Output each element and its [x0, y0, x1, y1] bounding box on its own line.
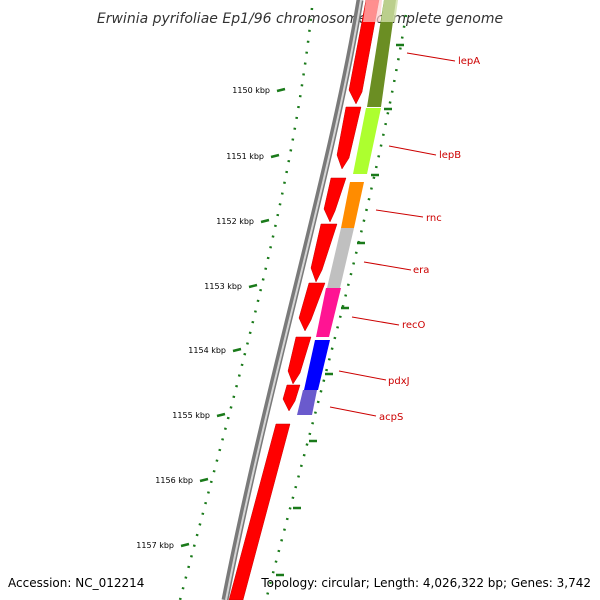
gene-label-lepB[interactable]: lepB [439, 150, 461, 161]
gene-label-recO[interactable]: recO [402, 320, 426, 331]
reverse-gene-3[interactable] [323, 177, 347, 223]
gene-label-pdxJ[interactable]: pdxJ [388, 376, 410, 387]
kbp-tick [276, 87, 286, 93]
kbp-tick [248, 283, 258, 289]
kbp-tick-label: 1157 kbp [136, 541, 174, 550]
reverse-gene-6[interactable] [287, 336, 312, 385]
gene-leader-line [351, 316, 400, 326]
gene-leader-line [329, 406, 377, 417]
kbp-ruler: 1150 kbp 1151 kbp 1152 kbp 1153 kbp 1154 kbp… [136, 86, 286, 550]
reverse-strand-genes [228, 0, 380, 600]
reverse-gene-1[interactable] [348, 0, 380, 105]
gene-era[interactable] [327, 228, 354, 288]
gene-rnc[interactable] [341, 182, 364, 228]
gene-label-rnc[interactable]: rnc [426, 213, 442, 224]
gene-recO[interactable] [316, 288, 341, 337]
kbp-tick-label: 1152 kbp [216, 217, 254, 226]
chromosome-backbone-highlight [225, 0, 362, 600]
kbp-tick [216, 412, 226, 418]
kbp-tick [232, 347, 242, 353]
genome-summary-text: Topology: circular; Length: 4,026,322 bp… [260, 576, 591, 590]
kbp-tick-label: 1153 kbp [204, 282, 242, 291]
kbp-tick-label: 1156 kbp [155, 476, 193, 485]
reverse-gene-5[interactable] [298, 282, 326, 332]
gene-leader-line [338, 370, 387, 381]
inner-ruler-ticks [276, 43, 404, 577]
gene-fade-top [363, 0, 382, 22]
reverse-gene-2[interactable] [336, 106, 362, 170]
gene-leader-line [363, 261, 412, 271]
kbp-tick-label: 1154 kbp [188, 346, 226, 355]
gene-acpS[interactable] [297, 390, 317, 415]
gene-leader-line [406, 52, 456, 62]
map-title: Erwinia pyrifoliae Ep1/96 chromosome, co… [97, 11, 503, 27]
gene-lepA[interactable] [367, 0, 396, 107]
kbp-tick [180, 542, 190, 548]
kbp-tick [199, 477, 209, 483]
gene-fade-top-right [381, 0, 398, 22]
kbp-tick [270, 153, 280, 159]
gene-label-lepA[interactable]: lepA [458, 56, 480, 67]
forward-strand-genes [297, 0, 398, 415]
gene-labels: lepA lepB rnc era recO pdxJ acpS [329, 52, 480, 423]
reverse-gene-7[interactable] [282, 384, 301, 412]
gene-lepB[interactable] [353, 108, 381, 174]
gene-pdxJ[interactable] [304, 340, 330, 390]
gene-leader-line [375, 209, 424, 218]
gene-label-acpS[interactable]: acpS [379, 412, 403, 423]
kbp-tick-label: 1151 kbp [226, 152, 264, 161]
reverse-gene-8[interactable] [228, 423, 291, 600]
outer-dotted-ruler [178, 7, 314, 600]
reverse-gene-4[interactable] [310, 223, 338, 283]
kbp-tick-label: 1150 kbp [232, 86, 270, 95]
kbp-tick [260, 218, 270, 224]
kbp-tick-label: 1155 kbp [172, 411, 210, 420]
accession-text: Accession: NC_012214 [8, 576, 144, 590]
gene-label-era[interactable]: era [413, 265, 429, 276]
gene-leader-line [388, 145, 437, 156]
